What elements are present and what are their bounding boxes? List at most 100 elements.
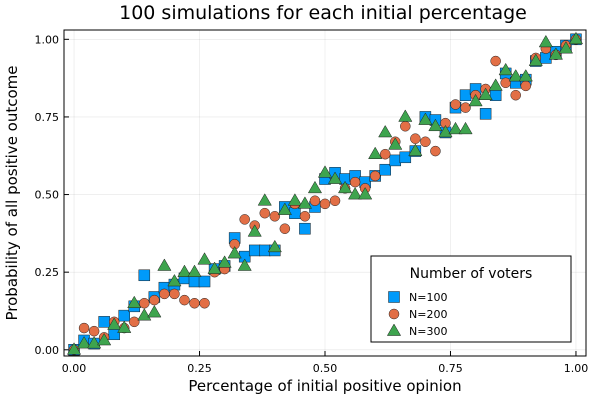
data-point-circle	[369, 170, 381, 182]
data-point-triangle	[337, 180, 353, 194]
data-point-triangle	[498, 62, 513, 76]
y-tick-label: 0.50	[35, 189, 60, 202]
data-point-circle	[379, 148, 391, 160]
data-point-triangle	[237, 258, 252, 271]
data-point-circle	[269, 211, 281, 222]
data-point-triangle	[287, 193, 302, 206]
y-tick-label: 0.00	[35, 344, 60, 357]
data-point-square	[118, 309, 130, 322]
legend-marker-circle	[388, 308, 400, 320]
data-point-circle	[179, 294, 190, 306]
data-point-triangle	[197, 252, 212, 265]
data-point-triangle	[317, 165, 333, 178]
data-point-square	[138, 269, 151, 282]
data-point-circle	[450, 99, 461, 110]
legend-title: Number of voters	[410, 266, 533, 282]
x-tick-label: 0.00	[62, 362, 87, 375]
axis-ticks: 0.00 0.25 0.50 0.75 1.00 0.00 0.25 0.50 0.75 1.00	[35, 33, 589, 375]
data-point-triangle	[127, 295, 142, 309]
data-point-triangle	[307, 180, 323, 194]
data-point-triangle	[257, 193, 272, 206]
data-point-square	[459, 89, 472, 101]
data-point-square	[540, 52, 552, 64]
data-point-square	[259, 244, 271, 257]
data-point-triangle	[277, 202, 292, 215]
x-axis-label: Percentage of initial positive opinion	[188, 377, 461, 395]
data-point-triangle	[107, 317, 122, 330]
data-point-circle	[430, 145, 441, 157]
data-point-circle	[410, 133, 421, 144]
data-point-circle	[349, 176, 361, 188]
chart-title: 100 simulations for each initial percent…	[119, 2, 527, 24]
y-tick-label: 0.75	[35, 111, 60, 124]
data-point-triangle	[327, 171, 343, 184]
data-point-triangle	[428, 118, 443, 132]
data-point-triangle	[66, 342, 82, 355]
legend-entry-label: N=300	[409, 325, 447, 338]
data-point-circle	[510, 89, 521, 101]
data-point-square	[299, 222, 311, 235]
y-tick-label: 0.25	[35, 266, 60, 279]
data-point-triangle	[568, 31, 584, 45]
data-point-circle	[299, 211, 311, 222]
x-tick-label: 0.75	[438, 362, 463, 375]
data-point-triangle	[157, 258, 172, 271]
data-point-triangle	[488, 78, 503, 91]
legend-items: N=100 N=200 N=300	[386, 291, 447, 338]
data-point-circle	[259, 207, 271, 219]
data-point-triangle	[207, 261, 222, 274]
data-point-triangle	[388, 137, 403, 150]
data-point-triangle	[247, 224, 262, 237]
data-point-triangle	[478, 87, 493, 100]
data-point-square	[198, 275, 211, 288]
data-point-circle	[329, 195, 341, 207]
data-point-triangle	[448, 121, 463, 135]
data-point-circle	[500, 77, 511, 89]
x-tick-label: 1.00	[564, 362, 589, 375]
data-point-square	[248, 244, 261, 257]
data-point-triangle	[378, 124, 393, 138]
x-tick-label: 0.50	[313, 362, 338, 375]
data-point-triangle	[348, 187, 363, 200]
data-point-triangle	[538, 34, 553, 48]
data-point-circle	[460, 102, 471, 113]
y-tick-label: 1.00	[35, 33, 60, 46]
data-point-square	[108, 328, 120, 341]
data-point-triangle	[358, 187, 373, 200]
data-point-circle	[169, 288, 180, 300]
data-point-circle	[88, 325, 100, 337]
data-point-triangle	[508, 69, 523, 82]
data-point-square	[379, 163, 391, 176]
data-point-circle	[149, 294, 160, 306]
data-point-square	[98, 316, 110, 328]
data-point-circle	[279, 223, 291, 234]
data-point-circle	[520, 80, 532, 92]
data-point-circle	[490, 55, 501, 67]
data-point-triangle	[528, 53, 543, 66]
data-points	[66, 31, 584, 356]
data-point-triangle	[187, 264, 202, 277]
data-point-triangle	[267, 239, 282, 253]
data-point-triangle	[167, 273, 182, 287]
data-point-circle	[78, 322, 90, 334]
data-point-circle	[139, 297, 150, 309]
data-point-triangle	[227, 246, 242, 259]
data-point-circle	[159, 288, 170, 300]
data-point-triangle	[468, 93, 483, 107]
data-point-circle	[319, 198, 331, 210]
data-point-circle	[239, 214, 250, 225]
data-point-triangle	[368, 146, 383, 159]
data-point-triangle	[458, 121, 473, 135]
y-axis-label: Probability of all positive outcome	[3, 65, 21, 320]
data-point-triangle	[76, 336, 92, 349]
legend-box	[370, 255, 572, 343]
legend-marker-triangle	[386, 323, 402, 336]
legend: Number of voters N=100 N=200 N=300	[370, 255, 572, 343]
data-point-triangle	[97, 332, 112, 346]
data-point-square	[389, 154, 402, 167]
data-point-triangle	[117, 320, 132, 333]
data-point-triangle	[418, 112, 433, 125]
data-point-circle	[129, 316, 140, 328]
legend-entry-label: N=200	[409, 308, 447, 321]
data-point-triangle	[518, 69, 533, 82]
